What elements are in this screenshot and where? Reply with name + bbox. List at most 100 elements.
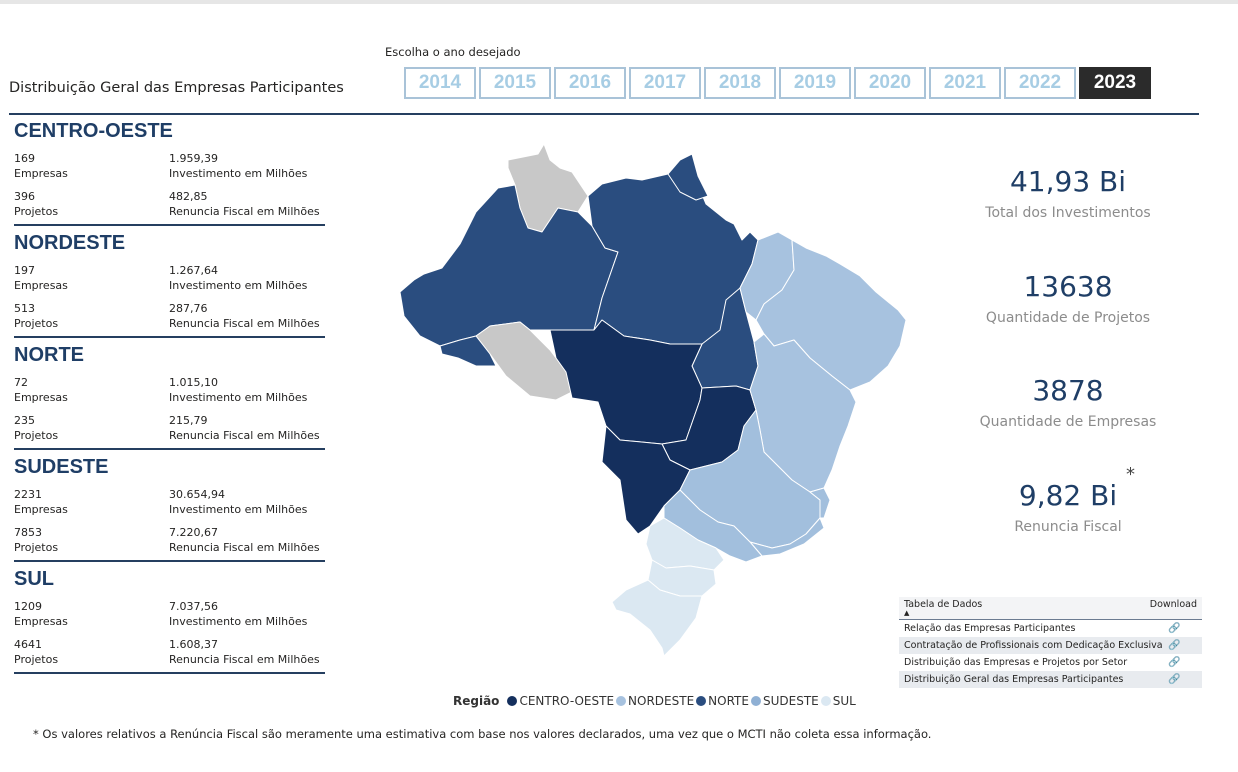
map-state-parana[interactable] (645, 517, 725, 571)
link-icon[interactable]: 🔗 (1168, 674, 1181, 685)
map-legend: Região CENTRO-OESTE NORDESTE NORTE SUDES… (453, 694, 858, 708)
table-row: Contratação de Profissionais com Dedicaç… (899, 637, 1202, 654)
legend-item-nordeste[interactable]: NORDESTE (616, 694, 694, 708)
renuncia-asterisk: * (1126, 464, 1135, 485)
empresas-stat: 2231 Empresas (14, 488, 68, 516)
investimento-stat: 30.654,94 Investimento em Milhões (169, 488, 308, 516)
renuncia-stat: 1.608,37 Renuncia Fiscal em Milhões (169, 638, 320, 666)
year-button-2014[interactable]: 2014 (404, 67, 476, 99)
map-state-rio-de-janeiro[interactable] (749, 517, 825, 557)
region-divider (14, 336, 325, 338)
region-card-centro-oeste: CENTRO-OESTE 169 Empresas 1.959,39 Investi… (14, 117, 325, 229)
empresas-stat: 72 Empresas (14, 376, 68, 404)
region-divider (14, 448, 325, 450)
map-state-rondonia[interactable] (439, 335, 497, 367)
renuncia-stat: 287,76 Renuncia Fiscal em Milhões (169, 302, 320, 330)
projetos-stat: 513 Projetos (14, 302, 59, 330)
empresas-stat: 169 Empresas (14, 152, 68, 180)
renuncia-stat: 7.220,67 Renuncia Fiscal em Milhões (169, 526, 320, 554)
investimento-stat: 1.015,10 Investimento em Milhões (169, 376, 308, 404)
year-button-2017[interactable]: 2017 (629, 67, 701, 99)
page-title: Distribuição Geral das Empresas Particip… (9, 80, 344, 96)
year-button-2020[interactable]: 2020 (854, 67, 926, 99)
kpi-value: 41,93 Bi (1009, 165, 1127, 198)
table-row: Distribuição Geral das Empresas Particip… (899, 671, 1202, 688)
legend-dot (750, 696, 761, 706)
table-header: Tabela de Dados ▲ Download (899, 597, 1202, 620)
region-card-norte: NORTE 72 Empresas 1.015,10 Investimento em… (14, 341, 325, 453)
year-button-2016[interactable]: 2016 (554, 67, 626, 99)
table-cell-name: Contratação de Profissionais com Dedicaç… (904, 640, 1163, 651)
kpi-label: Quantidade de Empresas (979, 414, 1157, 430)
projetos-stat: 4641 Projetos (14, 638, 59, 666)
empresas-stat: 197 Empresas (14, 264, 68, 292)
kpi-renuncia-fiscal: 9,82 Bi Renuncia Fiscal (958, 479, 1178, 535)
map-state-nordeste-east[interactable] (755, 239, 907, 391)
renuncia-stat: 482,85 Renuncia Fiscal em Milhões (169, 190, 320, 218)
region-cards: CENTRO-OESTE 169 Empresas 1.959,39 Investi… (14, 117, 325, 677)
region-divider (14, 672, 325, 674)
table-row: Relação das Empresas Participantes 🔗 (899, 620, 1202, 637)
map-state-amapa[interactable] (667, 153, 709, 201)
investimento-stat: 1.267,64 Investimento em Milhões (169, 264, 308, 292)
year-button-2018[interactable]: 2018 (704, 67, 776, 99)
sort-up-icon: ▲ (904, 609, 910, 617)
region-name: NORTE (14, 344, 84, 366)
year-button-2021[interactable]: 2021 (929, 67, 1001, 99)
data-table: Tabela de Dados ▲ Download Relação das E… (899, 597, 1202, 688)
brazil-region-map[interactable] (380, 140, 920, 670)
year-slicer: 2014 2015 2016 2017 2018 2019 2020 2021 … (404, 67, 1151, 99)
legend-dot (507, 696, 518, 706)
top-border (0, 0, 1238, 4)
map-state-espirito-santo[interactable] (809, 487, 831, 519)
projetos-stat: 235 Projetos (14, 414, 59, 442)
region-name: SUL (14, 568, 54, 590)
map-state-amazonas[interactable] (399, 184, 619, 347)
region-name: CENTRO-OESTE (14, 120, 173, 142)
year-button-2022[interactable]: 2022 (1004, 67, 1076, 99)
projetos-stat: 7853 Projetos (14, 526, 59, 554)
renuncia-stat: 215,79 Renuncia Fiscal em Milhões (169, 414, 320, 442)
year-button-2023[interactable]: 2023 (1079, 67, 1151, 99)
region-divider (14, 560, 325, 562)
link-icon[interactable]: 🔗 (1168, 657, 1181, 668)
table-row: Distribuição das Empresas e Projetos por… (899, 654, 1202, 671)
column-header-download[interactable]: Download (1149, 599, 1197, 610)
link-icon[interactable]: 🔗 (1168, 640, 1181, 651)
investimento-stat: 7.037,56 Investimento em Milhões (169, 600, 308, 628)
kpi-total-investimentos: 41,93 Bi Total dos Investimentos (958, 165, 1178, 221)
title-divider (9, 113, 1199, 115)
kpi-value: 3878 (1032, 374, 1104, 407)
kpi-label: Renuncia Fiscal (1014, 519, 1122, 535)
table-cell-name: Relação das Empresas Participantes (904, 623, 1076, 634)
projetos-stat: 396 Projetos (14, 190, 59, 218)
kpi-value: 13638 (1023, 270, 1113, 303)
year-prompt: Escolha o ano desejado (385, 45, 521, 59)
region-card-nordeste: NORDESTE 197 Empresas 1.267,64 Investiment… (14, 229, 325, 341)
legend-item-sul[interactable]: SUL (820, 694, 856, 708)
investimento-stat: 1.959,39 Investimento em Milhões (169, 152, 308, 180)
kpi-value: 9,82 Bi (1018, 479, 1118, 512)
legend-item-sudeste[interactable]: SUDESTE (750, 694, 819, 708)
legend-item-norte[interactable]: NORTE (696, 694, 749, 708)
footnote: * Os valores relativos a Renúncia Fiscal… (33, 727, 932, 741)
map-state-rio-grande-do-sul[interactable] (611, 579, 703, 657)
legend-dot (616, 696, 627, 706)
year-button-2015[interactable]: 2015 (479, 67, 551, 99)
table-cell-name: Distribuição Geral das Empresas Particip… (904, 674, 1124, 685)
kpi-label: Quantidade de Projetos (985, 310, 1151, 326)
legend-dot (820, 696, 831, 706)
legend-title: Região (453, 694, 500, 708)
region-name: NORDESTE (14, 232, 126, 254)
region-name: SUDESTE (14, 456, 109, 478)
region-card-sul: SUL 1209 Empresas 7.037,56 Investimento em… (14, 565, 325, 677)
column-header-name[interactable]: Tabela de Dados (904, 599, 983, 610)
kpi-quantidade-empresas: 3878 Quantidade de Empresas (958, 374, 1178, 430)
year-button-2019[interactable]: 2019 (779, 67, 851, 99)
legend-item-centro-oeste[interactable]: CENTRO-OESTE (507, 694, 614, 708)
region-card-sudeste: SUDESTE 2231 Empresas 30.654,94 Investimen… (14, 453, 325, 565)
link-icon[interactable]: 🔗 (1168, 623, 1181, 634)
legend-dot (696, 696, 707, 706)
region-divider (14, 224, 325, 226)
kpi-label: Total dos Investimentos (985, 205, 1151, 221)
